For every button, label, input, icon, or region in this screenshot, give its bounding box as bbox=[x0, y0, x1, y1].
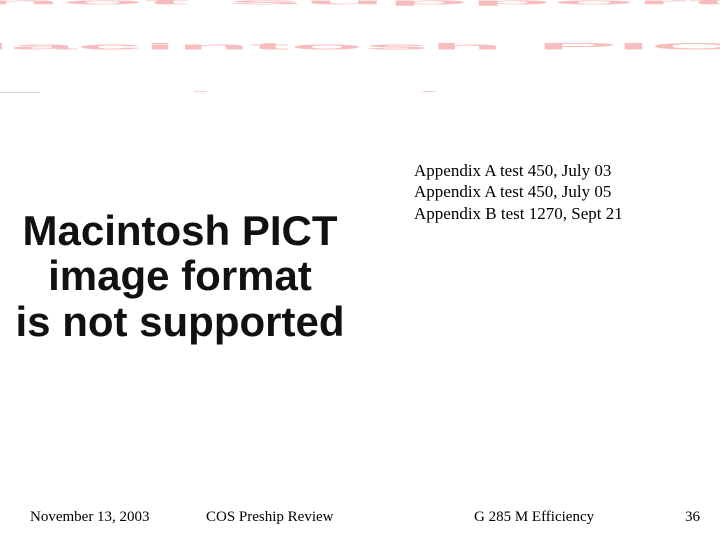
footer-date: November 13, 2003 bbox=[30, 509, 150, 526]
pict-left-line1: Macintosh PICT bbox=[0, 208, 360, 253]
pict-placeholder-left: Macintosh PICT image format is not suppo… bbox=[0, 208, 360, 344]
footer-title: G 285 M Efficiency bbox=[474, 509, 594, 526]
appendix-line: Appendix A test 450, July 03 bbox=[414, 160, 623, 181]
pict-banner-top: is not supported Macintosh PICT Macintos… bbox=[0, 0, 720, 92]
hairline bbox=[0, 92, 40, 93]
appendix-line: Appendix A test 450, July 05 bbox=[414, 181, 623, 202]
appendix-block: Appendix A test 450, July 03 Appendix A … bbox=[414, 160, 623, 224]
pict-main-line1: Macintosh PICT bbox=[0, 89, 720, 92]
appendix-line: Appendix B test 1270, Sept 21 bbox=[414, 203, 623, 224]
footer-center: COS Preship Review bbox=[206, 509, 334, 526]
pict-ghost-line3: is not supported bbox=[0, 0, 720, 6]
slide: is not supported Macintosh PICT Macintos… bbox=[0, 0, 720, 540]
pict-ghost-line1: Macintosh PICT bbox=[0, 42, 720, 52]
slide-footer: November 13, 2003 COS Preship Review G 2… bbox=[0, 504, 720, 526]
pict-left-line3: is not supported bbox=[0, 299, 360, 344]
pict-left-line2: image format bbox=[0, 253, 360, 298]
footer-page: 36 bbox=[685, 509, 700, 526]
